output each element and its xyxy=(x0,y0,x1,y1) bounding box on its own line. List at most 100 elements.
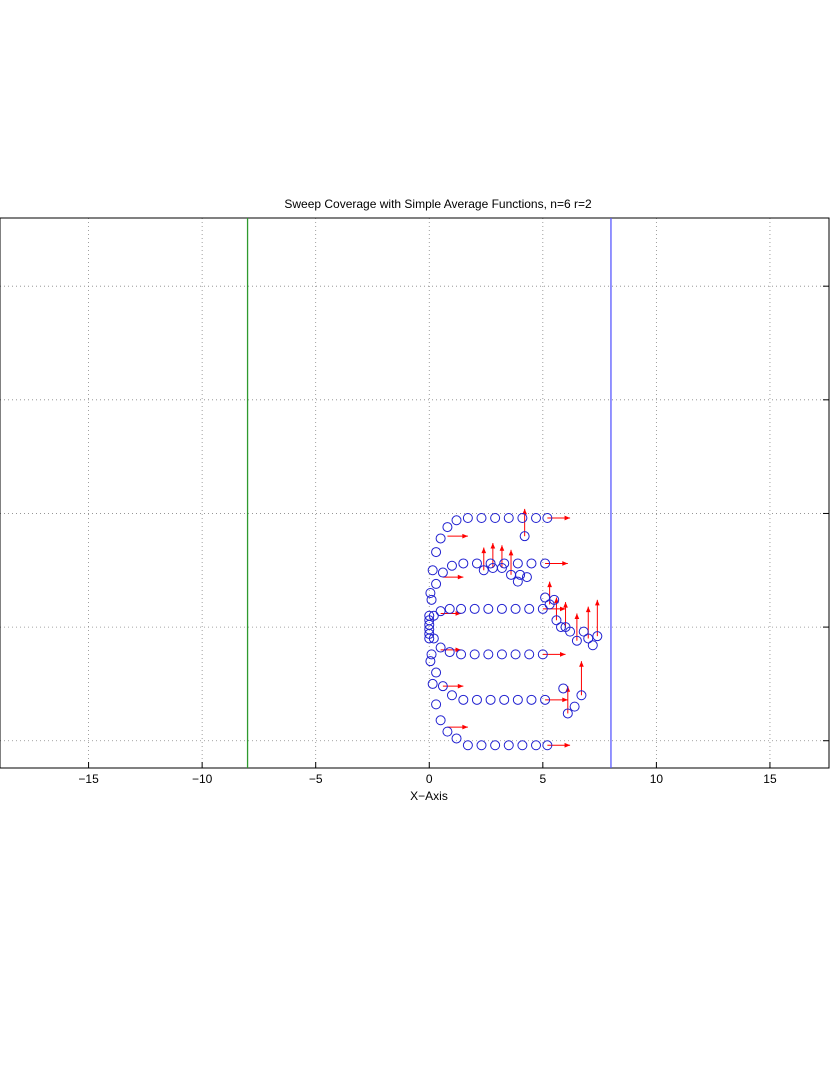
robot-position xyxy=(437,567,448,578)
robot-position xyxy=(431,578,442,589)
arrow-head xyxy=(574,613,580,619)
robot-position xyxy=(427,565,438,576)
x-tick-label: −5 xyxy=(309,772,323,786)
arrow xyxy=(579,661,584,696)
robot-position xyxy=(469,649,480,660)
robot-position xyxy=(490,740,501,751)
arrow-head xyxy=(560,606,566,612)
robot-position xyxy=(426,649,437,660)
arrow-head xyxy=(490,543,496,549)
arrow-head xyxy=(508,549,514,556)
arrow xyxy=(547,515,571,521)
x-tick-label: −15 xyxy=(78,772,99,786)
robot-position xyxy=(476,513,487,523)
robot-position xyxy=(531,740,542,751)
arrow xyxy=(545,697,568,703)
robot-position xyxy=(587,640,598,651)
robot-position xyxy=(540,558,551,569)
arrow-head xyxy=(564,742,571,748)
robot-position xyxy=(458,694,469,705)
arrow-head xyxy=(457,683,464,689)
robot-position xyxy=(446,560,457,571)
arrow xyxy=(447,533,468,539)
robot-position xyxy=(431,547,442,558)
robot-position xyxy=(578,626,589,637)
arrow xyxy=(545,561,568,566)
robot-position xyxy=(483,603,494,614)
robot-position xyxy=(583,633,594,644)
robot-position xyxy=(451,733,462,744)
x-tick-label: 5 xyxy=(539,772,546,786)
x-tick-label: 10 xyxy=(650,772,664,786)
robot-position xyxy=(565,626,576,637)
robot-position xyxy=(462,740,473,751)
robot-position xyxy=(537,603,548,614)
robot-position xyxy=(576,690,587,701)
robot-position xyxy=(512,576,523,587)
robot-position xyxy=(558,683,569,694)
robot-position xyxy=(425,656,436,667)
chart-title: Sweep Coverage with Simple Average Funct… xyxy=(284,197,592,211)
robot-position xyxy=(437,681,448,692)
robot-position xyxy=(435,606,446,617)
robot-position xyxy=(462,513,473,523)
arrow xyxy=(440,647,462,653)
x-tick-label: 0 xyxy=(426,772,433,786)
robot-position xyxy=(524,649,535,660)
robot-position xyxy=(526,694,537,705)
robot-position xyxy=(469,603,480,614)
robot-position xyxy=(569,701,580,712)
arrow xyxy=(594,599,600,637)
robot-position xyxy=(503,513,514,523)
robot-position xyxy=(424,633,435,644)
robot-position xyxy=(562,708,573,719)
arrow-head xyxy=(560,652,566,657)
arrow xyxy=(442,683,464,689)
robot-position xyxy=(515,569,526,580)
robot-position xyxy=(485,694,496,705)
robot-position xyxy=(426,594,437,605)
robot-position xyxy=(431,699,442,710)
robot-position xyxy=(510,649,521,660)
robot-position xyxy=(524,603,535,614)
arrow-head xyxy=(563,602,568,608)
robot-position xyxy=(424,628,435,639)
robot-position xyxy=(555,622,566,633)
arrow-head xyxy=(579,661,584,667)
robot-position xyxy=(503,740,514,751)
arrow-head xyxy=(481,547,487,554)
robot-position xyxy=(451,515,462,526)
robot-position xyxy=(521,572,532,583)
robot-position xyxy=(442,726,453,737)
robot-position xyxy=(428,610,439,621)
arrow-head xyxy=(522,508,527,515)
robot-position xyxy=(456,603,467,614)
robot-position xyxy=(435,642,446,653)
robot-position xyxy=(444,603,455,614)
plot-frame xyxy=(0,217,830,769)
robot-position xyxy=(540,694,551,705)
arrow-head xyxy=(547,581,552,588)
robot-position xyxy=(542,513,553,523)
robot-position xyxy=(456,649,467,660)
robot-position xyxy=(512,558,523,569)
robot-position xyxy=(512,694,523,705)
robot-position xyxy=(485,558,496,569)
robot-position xyxy=(490,513,501,523)
arrow xyxy=(447,724,468,730)
robot-position xyxy=(442,522,453,533)
robot-position xyxy=(471,694,482,705)
robot-position xyxy=(526,558,537,569)
robot-position xyxy=(435,715,446,726)
arrow-head xyxy=(455,611,462,616)
robot-position xyxy=(476,740,487,751)
robot-position xyxy=(478,565,489,576)
robot-position xyxy=(517,740,528,751)
robot-position xyxy=(510,603,521,614)
arrow xyxy=(547,742,571,748)
robot-position xyxy=(471,558,482,569)
arrow-head xyxy=(457,574,464,580)
robot-position xyxy=(499,558,510,569)
